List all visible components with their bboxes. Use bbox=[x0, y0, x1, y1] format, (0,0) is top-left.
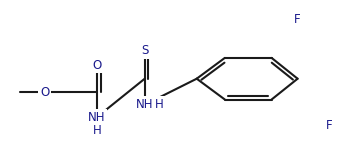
Text: NH: NH bbox=[88, 111, 106, 124]
Text: H: H bbox=[93, 124, 101, 137]
Text: F: F bbox=[325, 119, 332, 132]
Text: F: F bbox=[294, 13, 301, 26]
Text: H: H bbox=[155, 98, 164, 111]
Text: O: O bbox=[40, 86, 49, 99]
Text: NH: NH bbox=[136, 98, 153, 111]
Text: O: O bbox=[92, 59, 101, 72]
Text: S: S bbox=[141, 44, 148, 57]
